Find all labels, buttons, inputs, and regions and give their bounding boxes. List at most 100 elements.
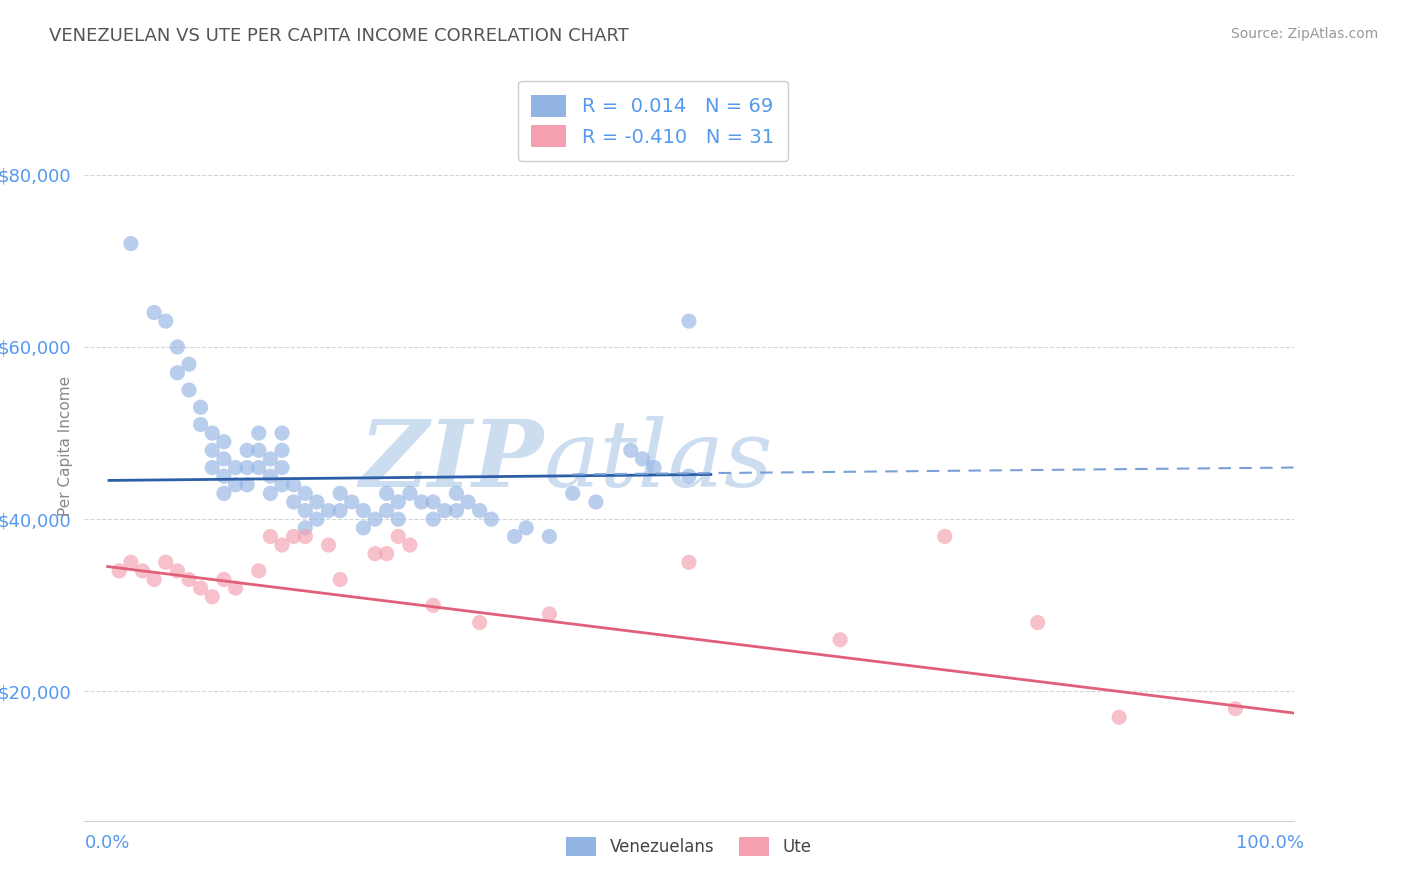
Point xyxy=(271,460,294,475)
Point xyxy=(225,460,247,475)
Point xyxy=(364,547,387,561)
Point xyxy=(225,581,247,595)
Point xyxy=(177,573,200,587)
Point xyxy=(503,529,526,543)
Point xyxy=(375,503,398,517)
Point xyxy=(422,599,444,613)
Point xyxy=(247,443,270,458)
Point xyxy=(329,573,352,587)
Point xyxy=(143,573,166,587)
Point xyxy=(294,521,316,535)
Point xyxy=(1026,615,1049,630)
Point xyxy=(271,443,294,458)
Point xyxy=(247,426,270,441)
Point xyxy=(585,495,607,509)
Text: Source: ZipAtlas.com: Source: ZipAtlas.com xyxy=(1230,27,1378,41)
Point xyxy=(283,495,305,509)
Point xyxy=(387,529,409,543)
Y-axis label: Per Capita Income: Per Capita Income xyxy=(58,376,73,516)
Point xyxy=(538,529,561,543)
Point xyxy=(259,486,281,500)
Point xyxy=(166,366,188,380)
Point xyxy=(364,512,387,526)
Point xyxy=(446,486,468,500)
Point xyxy=(201,426,224,441)
Point xyxy=(375,547,398,561)
Point xyxy=(271,477,294,491)
Point xyxy=(212,469,235,483)
Point xyxy=(212,434,235,449)
Point xyxy=(305,512,328,526)
Point xyxy=(479,512,502,526)
Point xyxy=(433,503,456,517)
Point xyxy=(329,503,352,517)
Point xyxy=(387,495,409,509)
Point xyxy=(259,451,281,466)
Point xyxy=(422,495,444,509)
Point xyxy=(155,314,177,328)
Point xyxy=(399,486,422,500)
Point xyxy=(468,503,491,517)
Text: ZIP: ZIP xyxy=(360,416,544,506)
Point xyxy=(340,495,363,509)
Point xyxy=(190,401,212,415)
Point xyxy=(318,503,340,517)
Point xyxy=(236,477,259,491)
Point xyxy=(294,486,316,500)
Point xyxy=(108,564,131,578)
Point xyxy=(830,632,852,647)
Point xyxy=(375,486,398,500)
Point xyxy=(212,573,235,587)
Point xyxy=(236,443,259,458)
Point xyxy=(411,495,433,509)
Point xyxy=(259,469,281,483)
Text: atlas: atlas xyxy=(544,416,773,506)
Point xyxy=(131,564,153,578)
Point xyxy=(120,555,142,569)
Point xyxy=(177,383,200,397)
Point xyxy=(212,486,235,500)
Point xyxy=(120,236,142,251)
Point xyxy=(422,512,444,526)
Point xyxy=(294,503,316,517)
Point xyxy=(271,538,294,552)
Point xyxy=(247,460,270,475)
Point xyxy=(934,529,956,543)
Point xyxy=(271,426,294,441)
Point xyxy=(201,460,224,475)
Point xyxy=(678,555,700,569)
Point xyxy=(643,460,665,475)
Point xyxy=(678,469,700,483)
Point xyxy=(329,486,352,500)
Point xyxy=(166,340,188,354)
Legend: Venezuelans, Ute: Venezuelans, Ute xyxy=(558,829,820,864)
Point xyxy=(352,521,374,535)
Point xyxy=(236,460,259,475)
Point xyxy=(620,443,643,458)
Point xyxy=(446,503,468,517)
Point xyxy=(1108,710,1130,724)
Point xyxy=(225,477,247,491)
Point xyxy=(318,538,340,552)
Point xyxy=(1225,701,1247,715)
Point xyxy=(177,357,200,371)
Point xyxy=(201,443,224,458)
Point xyxy=(399,538,422,552)
Text: VENEZUELAN VS UTE PER CAPITA INCOME CORRELATION CHART: VENEZUELAN VS UTE PER CAPITA INCOME CORR… xyxy=(49,27,628,45)
Point xyxy=(190,417,212,432)
Point xyxy=(247,564,270,578)
Point xyxy=(468,615,491,630)
Point xyxy=(201,590,224,604)
Point xyxy=(678,314,700,328)
Point xyxy=(515,521,537,535)
Point xyxy=(561,486,583,500)
Point xyxy=(631,451,654,466)
Point xyxy=(155,555,177,569)
Point xyxy=(212,451,235,466)
Point xyxy=(283,529,305,543)
Point xyxy=(190,581,212,595)
Point xyxy=(305,495,328,509)
Point xyxy=(143,305,166,319)
Point xyxy=(294,529,316,543)
Point xyxy=(283,477,305,491)
